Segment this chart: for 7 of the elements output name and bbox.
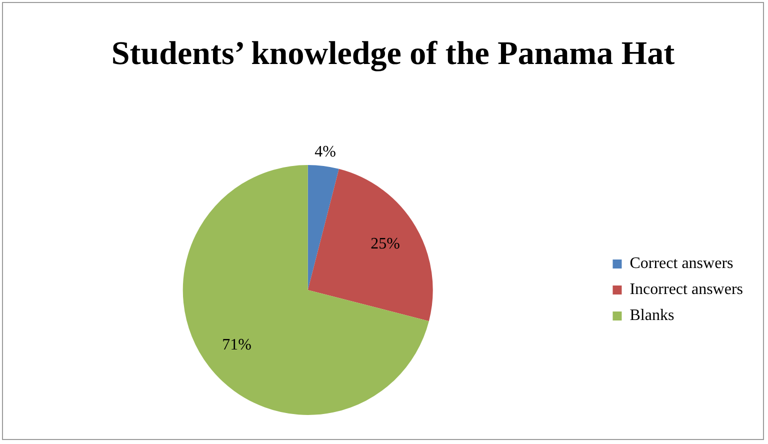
data-label: 4% bbox=[314, 143, 336, 160]
data-label: 25% bbox=[370, 235, 400, 252]
legend-label: Blanks bbox=[630, 307, 674, 324]
chart-title: Students’ knowledge of the Panama Hat bbox=[110, 35, 676, 74]
legend-label: Incorrect answers bbox=[630, 281, 744, 298]
data-label: 71% bbox=[222, 336, 252, 354]
legend-label: Correct answers bbox=[630, 255, 734, 272]
